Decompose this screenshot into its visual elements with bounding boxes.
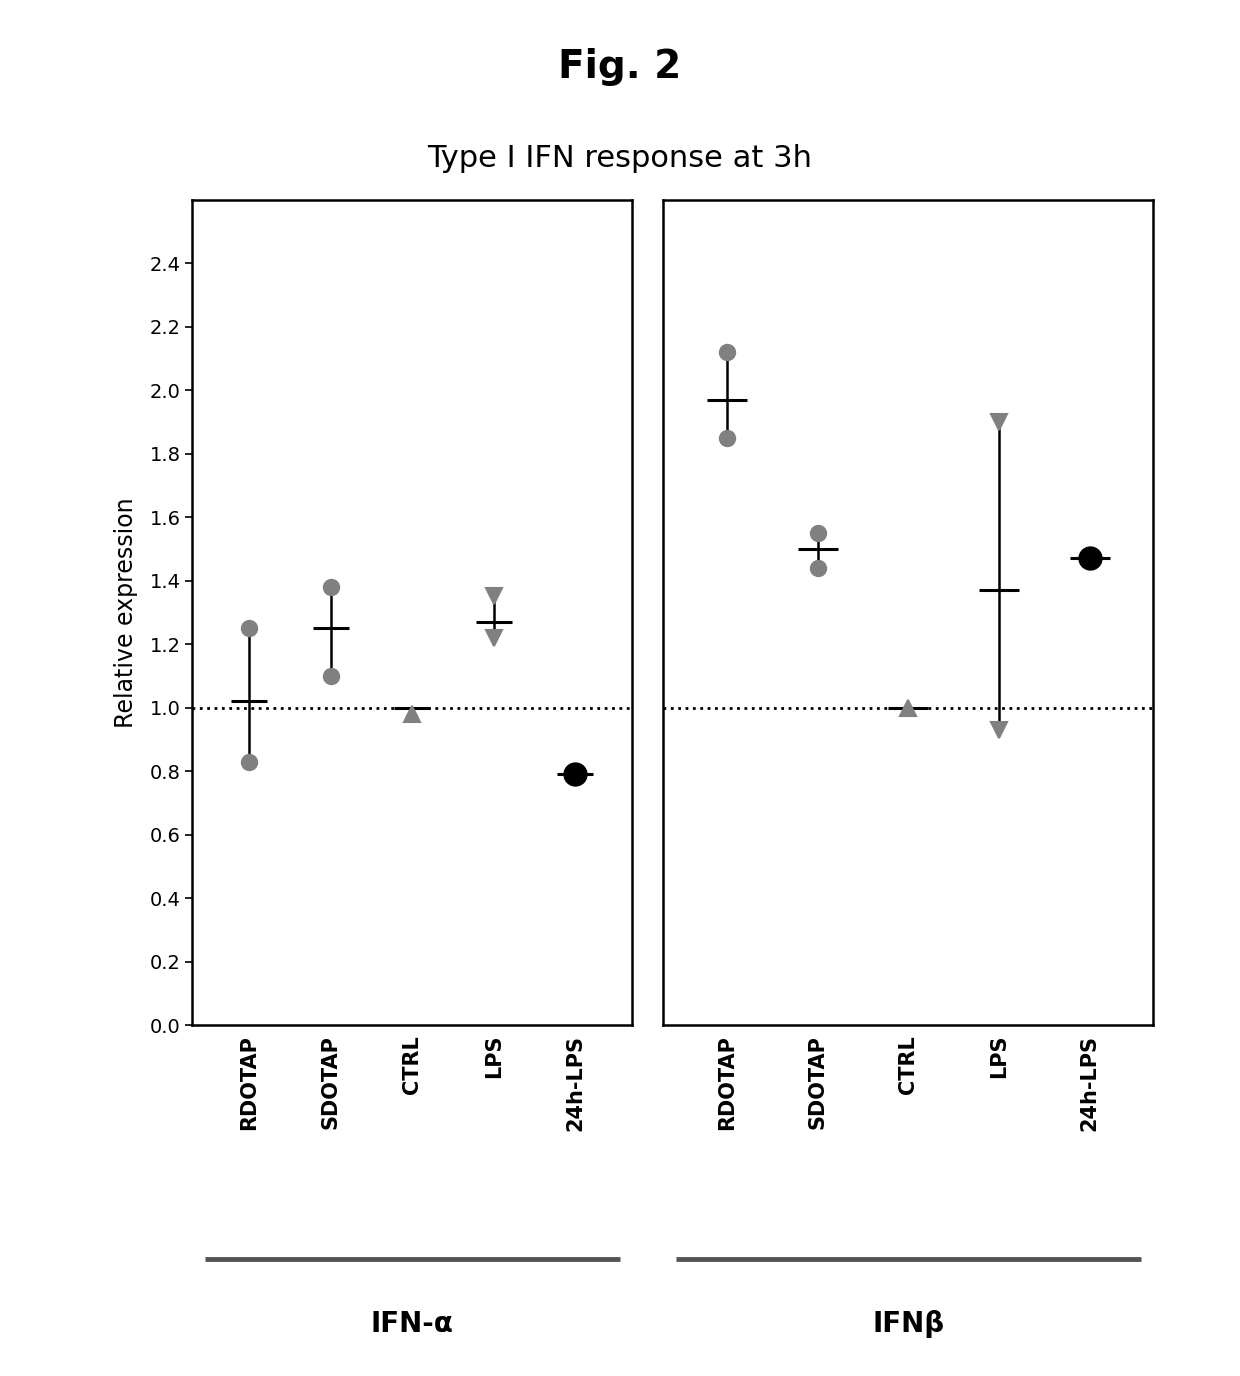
Text: Type I IFN response at 3h: Type I IFN response at 3h xyxy=(428,144,812,173)
Text: IFNβ: IFNβ xyxy=(872,1310,945,1337)
Y-axis label: Relative expression: Relative expression xyxy=(114,497,139,728)
Text: Fig. 2: Fig. 2 xyxy=(558,48,682,87)
Text: IFN-α: IFN-α xyxy=(371,1310,454,1337)
